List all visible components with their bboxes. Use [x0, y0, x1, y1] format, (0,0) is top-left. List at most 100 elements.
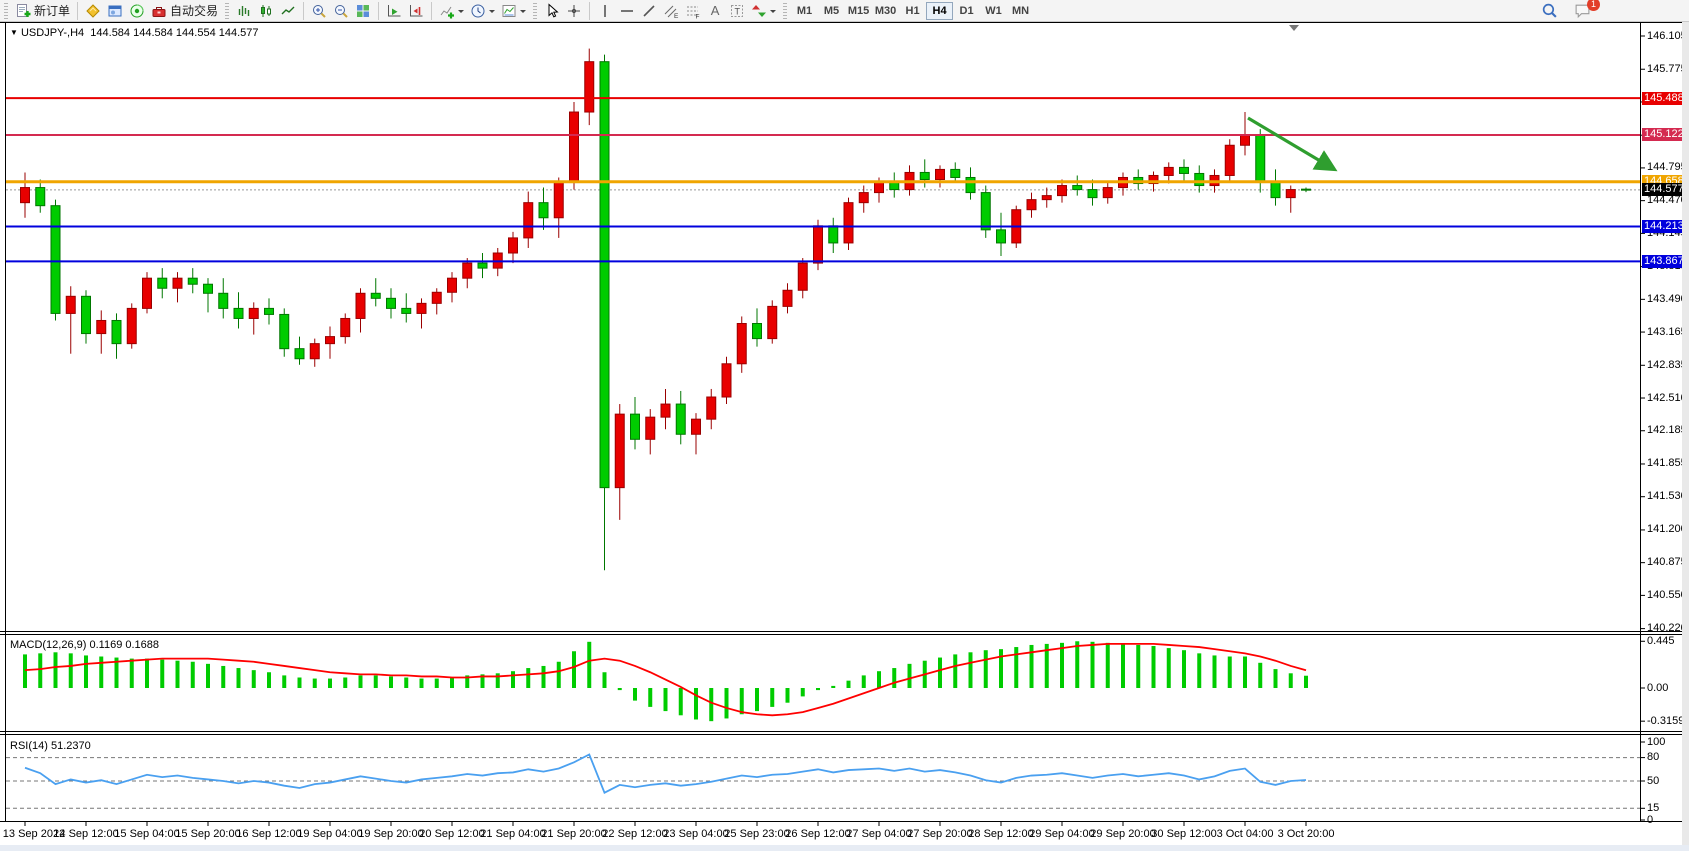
price-tick-label: 140.220 [1647, 622, 1687, 635]
chart-symbol-timeframe: USDJPY-,H4 [20, 27, 85, 39]
time-label: 14 Sep 12:00 [53, 828, 119, 840]
horizontal-line-icon [619, 3, 635, 19]
macd-values: 0.1169 0.1688 [89, 639, 160, 651]
trend-arrow-annotation[interactable] [1247, 116, 1338, 172]
toolbar-drag-handle[interactable] [4, 2, 8, 19]
crosshair-button[interactable] [563, 1, 585, 21]
timeframe-m5[interactable]: M5 [823, 4, 840, 17]
notifications-button[interactable]: 1 [1571, 0, 1600, 21]
tile-windows-icon [355, 3, 371, 19]
templates-icon [501, 3, 517, 19]
chevron-down-icon [520, 9, 527, 16]
vertical-line-icon [597, 3, 613, 19]
time-label: 26 Sep 12:00 [785, 828, 851, 840]
chart-shift-icon [408, 3, 424, 19]
vertical-line-button[interactable] [594, 1, 616, 21]
chart-shift-marker [1289, 25, 1299, 31]
new-order-icon [15, 3, 31, 19]
timeframe-w1[interactable]: W1 [985, 4, 1002, 17]
price-level-label: 143.867 [1642, 254, 1689, 268]
price-tick-label: 144.795 [1647, 161, 1687, 174]
auto-scroll-icon [386, 3, 402, 19]
price-tick-label: 144.470 [1647, 194, 1687, 207]
chevron-down-icon [489, 9, 496, 16]
timeframe-h4[interactable]: H4 [926, 1, 954, 20]
toolbar-drag-handle[interactable] [533, 2, 538, 19]
data-window-button[interactable] [126, 1, 148, 21]
periods-button[interactable] [467, 1, 498, 21]
time-label: 21 Sep 04:00 [480, 828, 546, 840]
timeframe-m15[interactable]: M15 [847, 4, 870, 17]
text-icon: A [710, 3, 720, 18]
toolbar-drag-handle[interactable] [783, 2, 788, 19]
price-tick-label: 143.165 [1647, 325, 1687, 338]
timeframe-d1[interactable]: D1 [959, 4, 974, 17]
cursor-icon [544, 2, 560, 19]
zoom-in-button[interactable] [308, 1, 330, 21]
candlestick-chart-button[interactable] [255, 1, 277, 21]
svg-text:E: E [674, 13, 679, 19]
bar-chart-icon [236, 3, 252, 19]
time-label: 19 Sep 20:00 [358, 828, 424, 840]
svg-text:F: F [696, 13, 700, 19]
fibonacci-button[interactable]: F [682, 1, 704, 21]
chevron-down-icon [458, 9, 465, 16]
price-tick-label: 141.530 [1647, 490, 1687, 503]
new-order-button[interactable]: 新订单 [12, 1, 73, 21]
time-label: 20 Sep 12:00 [419, 828, 485, 840]
chart-canvas[interactable] [0, 22, 1689, 851]
search-icon [1541, 2, 1558, 19]
time-label: 13 Sep 2022 [2, 828, 66, 840]
chart-shift-button[interactable] [405, 1, 427, 21]
timeframe-m30[interactable]: M30 [874, 4, 897, 17]
time-label: 21 Sep 20:00 [541, 828, 607, 840]
time-label: 22 Sep 12:00 [602, 828, 668, 840]
price-level-label: 145.122 [1642, 128, 1689, 142]
trendline-button[interactable] [638, 1, 660, 21]
arrows-button[interactable] [748, 1, 779, 21]
arrows-icon [751, 3, 767, 19]
horizontal-line-button[interactable] [616, 1, 638, 21]
price-tick-label: 0.445 [1647, 634, 1675, 647]
time-label: 30 Sep 12:00 [1151, 828, 1217, 840]
timeframe-m1[interactable]: M1 [796, 4, 813, 17]
zoom-out-icon [333, 3, 349, 19]
notification-badge: 1 [1587, 0, 1600, 11]
price-tick-label: 140.875 [1647, 556, 1687, 569]
timeframe-h1[interactable]: H1 [905, 4, 920, 17]
templates-button[interactable] [498, 1, 529, 21]
text-button[interactable]: A [704, 1, 726, 21]
toolbar-drag-handle[interactable] [225, 2, 230, 19]
equidistant-channel-button[interactable]: E [660, 1, 682, 21]
price-tick-label: -0.3159 [1647, 714, 1685, 727]
price-level-label: 144.213 [1642, 220, 1689, 234]
text-label-button[interactable]: T [726, 1, 748, 21]
price-tick-label: 140.550 [1647, 588, 1687, 601]
tile-windows-button[interactable] [352, 1, 374, 21]
market-watch-button[interactable] [82, 1, 104, 21]
price-tick-label: 80 [1647, 751, 1660, 764]
navigator-button[interactable] [104, 1, 126, 21]
chart-window[interactable]: ▼ USDJPY-,H4 144.584 144.584 144.554 144… [0, 22, 1689, 851]
add-indicator-button[interactable] [436, 1, 467, 21]
equidistant-channel-icon: E [663, 3, 679, 19]
timeframe-mn[interactable]: MN [1011, 4, 1030, 17]
price-tick-label: 50 [1647, 774, 1660, 787]
zoom-out-button[interactable] [330, 1, 352, 21]
crosshair-icon [566, 3, 582, 19]
search-button[interactable] [1538, 1, 1561, 21]
price-tick-label: 142.510 [1647, 391, 1687, 404]
auto-trading-button[interactable]: 自动交易 [148, 1, 221, 21]
text-label-icon: T [729, 3, 745, 19]
rsi-indicator-label: RSI(14) 51.2370 [10, 740, 91, 752]
toolbar: 新订单 自动交易 E F A T [0, 0, 1689, 22]
line-chart-button[interactable] [277, 1, 299, 21]
macd-indicator-label: MACD(12,26,9) 0.1169 0.1688 [10, 639, 160, 651]
add-indicator-icon [439, 3, 455, 19]
collapse-triangle-icon[interactable]: ▼ [10, 28, 18, 37]
bar-chart-button[interactable] [233, 1, 255, 21]
time-label: 23 Sep 04:00 [663, 828, 729, 840]
auto-scroll-button[interactable] [383, 1, 405, 21]
data-window-icon [129, 3, 145, 19]
cursor-button[interactable] [541, 1, 563, 21]
